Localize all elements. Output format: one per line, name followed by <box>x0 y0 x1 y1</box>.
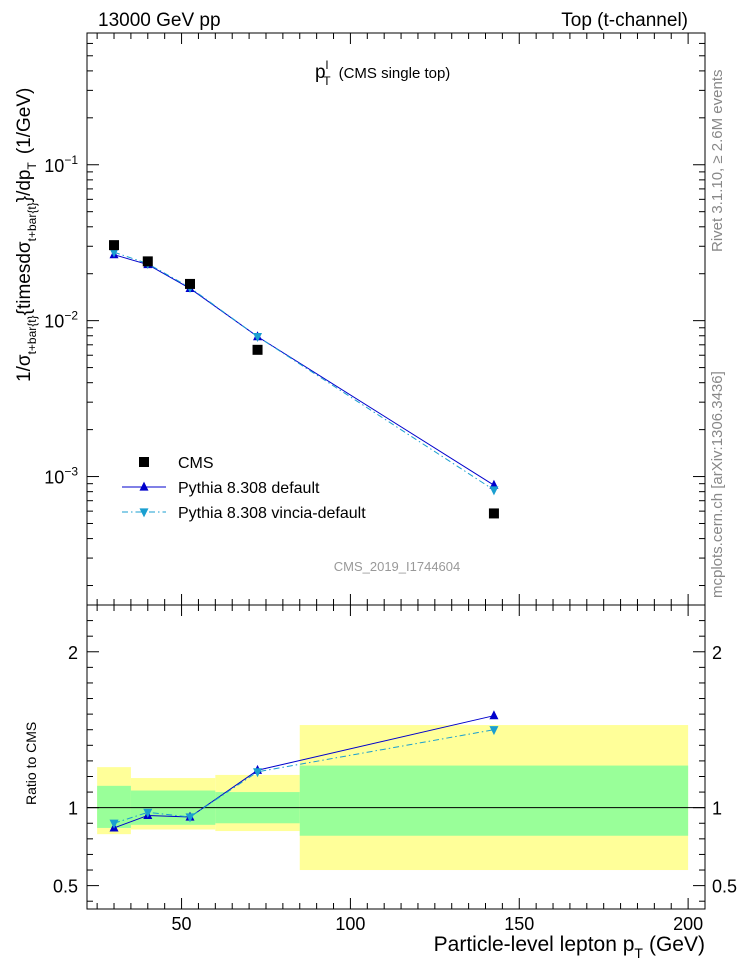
pythia-default-line <box>113 254 495 486</box>
x-tick-label: 150 <box>504 914 534 934</box>
pythia-vincia-line <box>113 251 495 491</box>
ratio-panel: 50 100 150 200 0.5 0.5 1 1 2 2 <box>53 604 737 934</box>
cms-data-point <box>109 240 120 251</box>
ratio-vincia-point <box>143 808 153 818</box>
x-axis-label: Particle-level lepton pT (GeV) <box>434 933 705 961</box>
pythia-vincia-point <box>253 333 263 343</box>
y-tick-label: 10−1 <box>44 153 78 176</box>
legend-cms-marker <box>139 457 149 467</box>
plot-title-sub: T <box>323 74 331 88</box>
ratio-vincia-point <box>185 813 195 823</box>
pythia-vincia-point <box>109 248 119 258</box>
header-category: Top (t-channel) <box>561 10 688 31</box>
ratio-vincia-point <box>489 726 499 736</box>
ratio-y-axis-label: Ratio to CMS <box>23 722 39 805</box>
plot-title-suffix: (CMS single top) <box>339 65 451 82</box>
legend-label: CMS <box>178 455 214 472</box>
cms-data-point <box>488 508 499 519</box>
analysis-id: CMS_2019_I1744604 <box>334 559 461 574</box>
x-tick-label: 200 <box>673 914 703 934</box>
ratio-default-point <box>489 710 499 720</box>
cms-data-point <box>252 344 263 355</box>
legend-vincia-marker <box>139 508 149 518</box>
legend-label: Pythia 8.308 vincia-default <box>178 505 366 522</box>
ratio-vincia-point <box>109 819 119 829</box>
y-tick-label: 10−3 <box>44 465 78 488</box>
x-tick-label: 100 <box>335 914 365 934</box>
mcplots-reference-text: mcplots.cern.ch [arXiv:1306.3436] <box>709 371 726 598</box>
y-tick-label: 10−2 <box>44 309 78 332</box>
rivet-version-text: Rivet 3.1.10, ≥ 2.6M events <box>709 70 726 253</box>
cms-data-point <box>185 278 195 289</box>
y-tick-label: 2 <box>712 643 722 663</box>
plot-title: pl T (CMS single top) <box>315 58 450 88</box>
y-tick-label: 1 <box>712 799 722 819</box>
plot-title-main: p <box>315 62 326 83</box>
legend-label: Pythia 8.308 default <box>178 480 320 497</box>
legend: CMS Pythia 8.308 default Pythia 8.308 vinc… <box>122 455 366 522</box>
y-tick-label: 0.5 <box>53 877 78 897</box>
legend-default-marker <box>139 481 149 491</box>
uncertainty-band-inner <box>299 765 689 836</box>
cms-data-point <box>142 256 153 267</box>
y-tick-label: 0.5 <box>712 877 737 897</box>
y-tick-label: 1 <box>68 799 78 819</box>
plot-title-sup: l <box>326 58 329 72</box>
main-y-axis-label: 1/σt+bar{t}{timesdσt+bar{t}}/dpT(1/GeV) <box>14 88 39 382</box>
ratio-plot-frame <box>86 604 706 910</box>
y-tick-label: 2 <box>68 643 78 663</box>
pythia-vincia-point <box>489 486 499 496</box>
header-process: 13000 GeV pp <box>98 10 221 31</box>
ratio-vincia-point <box>253 768 263 778</box>
main-panel: 10−3 10−2 10−1 <box>44 32 706 606</box>
x-tick-label: 50 <box>172 914 192 934</box>
